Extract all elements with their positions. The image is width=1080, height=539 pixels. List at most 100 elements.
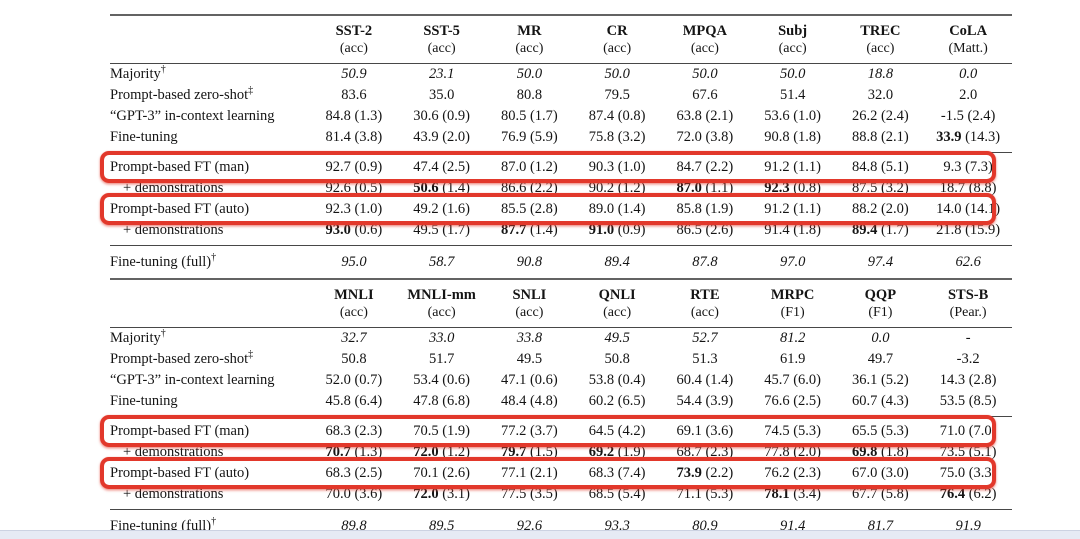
data-cell: 69.8 (1.8) — [837, 442, 925, 463]
cell-value: 76.9 — [500, 129, 527, 145]
row-label-text: Prompt-based zero-shot — [110, 351, 249, 367]
cell-std: (6.8) — [442, 393, 471, 409]
cell-value: 35.0 — [428, 87, 455, 103]
data-cell: 18.7 (8.8) — [924, 178, 1012, 199]
column-metric: (acc) — [515, 41, 544, 56]
data-cell: 52.0 (0.7) — [310, 370, 398, 391]
column-header-cr: CR (acc) — [573, 14, 661, 64]
cell-value: 51.7 — [428, 351, 455, 367]
cell-std: (1.2) — [529, 159, 558, 175]
cell-value: 54.4 — [676, 393, 702, 409]
cell-std: (0.9) — [617, 222, 646, 238]
data-cell: 89.4 (1.7) — [837, 220, 925, 246]
data-cell: 49.5 — [486, 349, 574, 370]
cell-value: 87.0 — [676, 180, 702, 196]
cell-value: 84.8 — [325, 108, 351, 124]
column-name: STS-B — [947, 287, 989, 303]
data-cell: 72.0 (3.8) — [661, 127, 749, 153]
cell-value: 71.1 — [676, 486, 702, 502]
data-cell: 88.8 (2.1) — [837, 127, 925, 153]
cell-std: (4.2) — [617, 423, 646, 439]
cell-value: 87.4 — [588, 108, 615, 124]
row-label-superscript: ‡ — [248, 85, 254, 97]
cell-std: (2.1) — [880, 129, 909, 145]
paper-table-tasks-single-sentence: SST-2 (acc) SST-5 (acc) MR (acc) CR (acc) MPQA (a… — [110, 14, 1012, 280]
data-cell: 76.4 (6.2) — [924, 484, 1012, 510]
cell-value: 91.4 — [764, 222, 790, 238]
cell-value: 76.2 — [764, 465, 790, 481]
data-cell: 26.2 (2.4) — [837, 106, 925, 127]
data-cell: 87.4 (0.8) — [573, 106, 661, 127]
row-label: “GPT-3” in-context learning — [110, 370, 310, 391]
cell-value: 92.6 — [325, 180, 351, 196]
cell-std: (7.4) — [617, 465, 646, 481]
cell-value: 65.5 — [851, 423, 878, 439]
row-label: Prompt-based FT (man) — [110, 416, 310, 442]
data-cell: 36.1 (5.2) — [837, 370, 925, 391]
data-cell: 91.2 (1.1) — [749, 199, 837, 220]
row-label: Fine-tuning — [110, 391, 310, 417]
cell-value: 68.3 — [588, 465, 615, 481]
column-header-cola: CoLA (Matt.) — [924, 14, 1012, 64]
column-header-sts-b: STS-B (Pear.) — [924, 280, 1012, 328]
cell-std: (0.5) — [354, 180, 383, 196]
cell-value: 69.8 — [851, 444, 878, 460]
cell-std: (2.6) — [442, 465, 471, 481]
cell-value: 90.2 — [588, 180, 615, 196]
cell-value: 72.0 — [413, 486, 439, 502]
cell-std: (1.3) — [354, 108, 383, 124]
cell-value: 70.7 — [325, 444, 351, 460]
data-cell: 45.7 (6.0) — [749, 370, 837, 391]
cell-std: (3.2) — [880, 180, 909, 196]
cell-std: (5.3) — [705, 486, 734, 502]
cell-value: 68.7 — [676, 444, 702, 460]
data-cell: 97.0 — [748, 245, 837, 280]
data-cell: 75.0 (3.3) — [924, 463, 1012, 484]
data-cell: 97.4 — [836, 245, 925, 280]
cell-std: (5.1) — [968, 444, 997, 460]
cell-value: 60.2 — [588, 393, 615, 409]
data-cell: 51.7 — [398, 349, 486, 370]
cell-value: 53.6 — [764, 108, 790, 124]
data-cell: 67.7 (5.8) — [837, 484, 925, 510]
row-label: “GPT-3” in-context learning — [110, 106, 310, 127]
column-metric: (acc) — [427, 41, 456, 56]
data-cell: 70.5 (1.9) — [397, 416, 486, 442]
column-metric: (acc) — [690, 305, 719, 320]
data-cell: 50.6 (1.4) — [398, 178, 486, 199]
data-cell: 77.8 (2.0) — [749, 442, 837, 463]
cell-value: 80.5 — [500, 108, 527, 124]
cell-value: 18.8 — [867, 66, 894, 82]
data-cell: 85.5 (2.8) — [486, 199, 574, 220]
data-cell: 92.6 (0.5) — [310, 178, 398, 199]
results-tables: SST-2 (acc) SST-5 (acc) MR (acc) CR (acc) MPQA (a… — [110, 14, 1012, 539]
column-name: CR — [606, 23, 628, 39]
data-cell: 47.1 (0.6) — [486, 370, 574, 391]
table-row: Prompt-based zero-shot‡ 50.8 51.7 49.5 50.8 5… — [110, 349, 1012, 370]
data-cell: 53.6 (1.0) — [749, 106, 837, 127]
cell-value: 14.3 — [939, 372, 966, 388]
cell-std: (1.6) — [442, 201, 471, 217]
row-label: Prompt-based zero-shot‡ — [110, 85, 310, 106]
data-cell: 64.5 (4.2) — [573, 416, 661, 442]
data-cell: 67.6 — [661, 85, 749, 106]
window-bottom-bar — [0, 530, 1080, 539]
cell-value: 50.0 — [604, 66, 630, 82]
data-cell: 32.0 — [837, 85, 925, 106]
cell-std: (6.5) — [617, 393, 646, 409]
cell-value: 89.4 — [851, 222, 878, 238]
row-label-text: “GPT-3” in-context learning — [110, 372, 275, 388]
data-cell: 33.9 (14.3) — [924, 127, 1012, 153]
cell-value: 47.4 — [413, 159, 439, 175]
cell-value: 0.0 — [959, 66, 978, 82]
data-cell: 33.0 — [398, 328, 486, 350]
cell-std: (2.2) — [705, 465, 734, 481]
cell-value: 53.5 — [939, 393, 966, 409]
cell-value: 88.2 — [851, 201, 878, 217]
cell-value: 80.8 — [516, 87, 543, 103]
data-cell: 35.0 — [398, 85, 486, 106]
table-row: Fine-tuning (full)† 95.0 58.7 90.8 89.4 87.8 9… — [110, 245, 1012, 280]
column-header-mnli: MNLI (acc) — [310, 280, 398, 328]
data-cell: 76.9 (5.9) — [486, 127, 574, 153]
cell-value: 79.7 — [500, 444, 527, 460]
